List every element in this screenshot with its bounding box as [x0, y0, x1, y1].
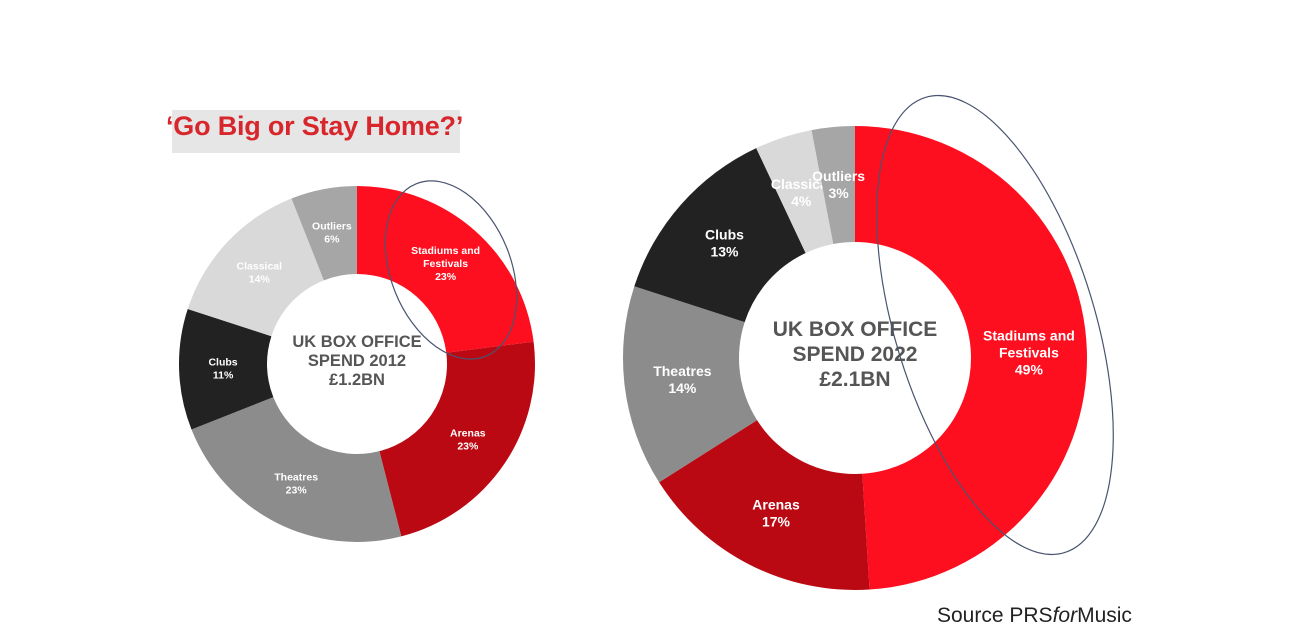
slice-label: Theatres [653, 363, 712, 379]
donut-slice-outliers [811, 126, 855, 245]
page-title: ‘Go Big or Stay Home?’ [166, 111, 464, 141]
slice-label: 23% [457, 440, 479, 452]
slice-label: Outliers [812, 168, 865, 184]
slice-label: Arenas [752, 496, 800, 512]
slice-label: Festivals [423, 258, 468, 270]
donut-slice-classical [187, 198, 324, 337]
slice-label: 49% [1015, 361, 1044, 377]
donut-center-label: £1.2BN [329, 371, 385, 389]
slice-label: Clubs [705, 226, 744, 242]
slice-label: 14% [249, 273, 271, 285]
slice-label: Stadiums and [411, 245, 480, 257]
slice-label: 11% [213, 369, 234, 381]
donut-slice-outliers [291, 186, 357, 281]
donut-slice-arenas [379, 341, 535, 537]
donut-slice-clubs [634, 148, 806, 323]
source-prefix: Source PRS [937, 604, 1053, 627]
donut-center-label: UK BOX OFFICE [292, 333, 421, 351]
slice-label: 17% [762, 513, 791, 529]
donut-slice-arenas [659, 420, 870, 590]
slice-label: 14% [668, 380, 697, 396]
slice-label: Stadiums and [983, 327, 1075, 343]
slice-label: 13% [710, 243, 739, 259]
donut-slice-stadiums-and-festivals [855, 126, 1087, 590]
title-highlight [172, 110, 460, 153]
donut-center-label: SPEND 2012 [308, 352, 406, 370]
slice-label: 23% [286, 485, 308, 497]
source-suffix: Music [1077, 604, 1132, 627]
donut-slice-theatres [191, 397, 402, 542]
highlight-ellipse-2022 [876, 94, 1114, 556]
slice-label: Arenas [450, 427, 486, 439]
donut-slice-theatres [622, 286, 758, 483]
slice-label: Classical [237, 260, 283, 272]
donut-slice-clubs [179, 308, 274, 430]
slice-label: Theatres [274, 472, 318, 484]
slice-label: 4% [791, 193, 812, 209]
slice-label: Festivals [999, 344, 1059, 360]
source-italic: for [1052, 604, 1078, 627]
source-credit: Source PRSforMusic [937, 604, 1132, 628]
donut-slice-classical [756, 130, 834, 254]
highlight-ellipse-2012 [384, 180, 518, 360]
slice-label: Clubs [208, 356, 237, 368]
slice-label: Outliers [312, 221, 352, 233]
donut-center-label: SPEND 2022 [793, 343, 918, 366]
slice-label: Classical [771, 176, 832, 192]
slice-label: 23% [435, 271, 457, 283]
donut-slice-stadiums-and-festivals [357, 186, 534, 353]
donut-center-label: UK BOX OFFICE [773, 318, 938, 341]
slice-label: 3% [829, 185, 850, 201]
donut-center-label: £2.1BN [819, 368, 890, 391]
donut-chart-2012: Stadiums andFestivals23%Arenas23%Theatre… [179, 186, 535, 542]
slice-label: 6% [324, 234, 340, 246]
